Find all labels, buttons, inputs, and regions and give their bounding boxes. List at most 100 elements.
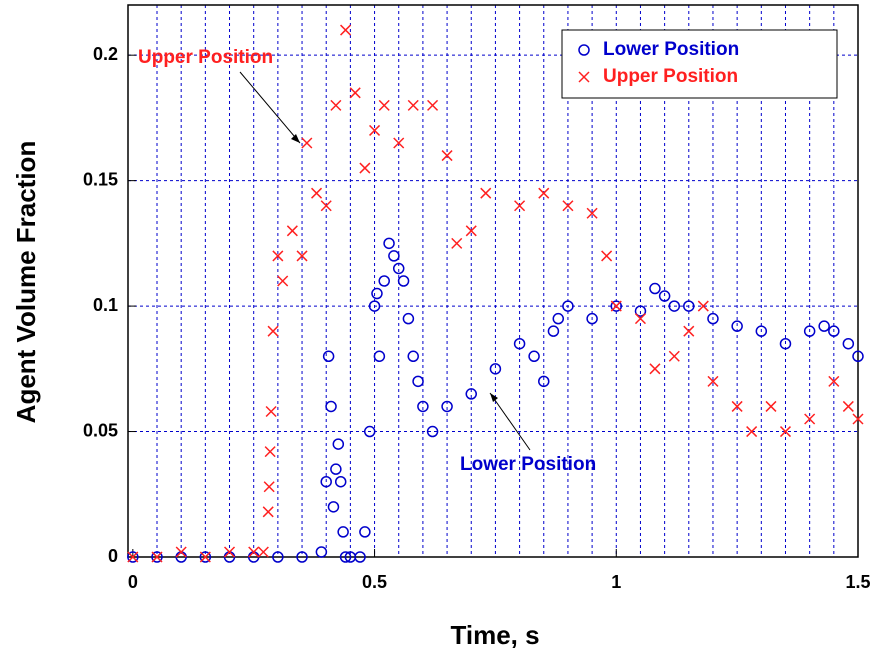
point: [223, 546, 236, 558]
point: [334, 475, 347, 488]
point: [354, 551, 366, 563]
point: [272, 551, 284, 563]
point: [248, 546, 260, 558]
point: [852, 350, 864, 363]
point: [683, 325, 695, 337]
annotation: Lower Position: [460, 454, 596, 475]
point: [296, 551, 308, 563]
point: [828, 325, 840, 337]
point: [325, 400, 337, 413]
point: [513, 337, 526, 350]
point: [378, 99, 390, 111]
point: [552, 312, 565, 325]
point: [301, 137, 313, 149]
point: [286, 225, 298, 237]
point: [562, 200, 574, 212]
point: [697, 300, 709, 312]
point: [267, 325, 279, 337]
arrow-head: [490, 393, 498, 402]
point: [412, 375, 424, 388]
point: [339, 551, 352, 563]
point: [842, 400, 854, 412]
point: [127, 551, 139, 563]
legend-marker: [578, 71, 590, 83]
point: [707, 312, 719, 325]
point: [199, 551, 212, 563]
legend-label: Lower Position: [603, 39, 739, 60]
point: [803, 325, 816, 337]
point: [731, 400, 743, 412]
point: [392, 262, 405, 275]
point: [407, 350, 419, 363]
point: [407, 99, 419, 111]
point: [634, 305, 647, 317]
point: [368, 300, 381, 312]
point: [277, 275, 289, 287]
point: [262, 506, 274, 518]
x-axis-label: Time, s: [450, 620, 539, 650]
point: [264, 446, 276, 458]
point: [296, 250, 308, 262]
series: [127, 24, 864, 563]
point: [427, 99, 439, 111]
y-tick-label: 0.15: [83, 169, 118, 189]
x-tick-label: 0.5: [362, 572, 387, 592]
annotation: Upper Position: [138, 47, 273, 68]
point: [480, 187, 492, 199]
point: [263, 481, 275, 493]
point: [330, 99, 342, 111]
point: [257, 546, 269, 558]
point: [586, 207, 598, 219]
point: [610, 300, 622, 312]
point: [199, 551, 211, 563]
arrow-head: [291, 134, 300, 143]
point: [649, 363, 661, 375]
point: [175, 546, 187, 558]
point: [330, 463, 342, 475]
point: [818, 320, 830, 332]
point: [441, 400, 453, 413]
point: [746, 426, 758, 438]
point: [151, 551, 163, 563]
point: [417, 400, 429, 413]
point: [349, 87, 361, 99]
point: [388, 250, 400, 262]
point: [402, 312, 415, 325]
point: [311, 187, 323, 199]
point: [327, 501, 340, 513]
point: [514, 200, 526, 212]
legend: Lower Position Upper Position: [561, 29, 838, 99]
point: [731, 320, 743, 332]
point: [451, 237, 463, 249]
plot-frame: [127, 4, 859, 558]
point: [151, 551, 163, 563]
point: [610, 300, 623, 312]
point: [465, 388, 477, 400]
legend-marker: [578, 44, 590, 56]
point: [383, 237, 395, 250]
point: [765, 400, 777, 412]
point: [320, 475, 332, 488]
point: [322, 350, 335, 363]
point: [828, 375, 840, 387]
point: [683, 300, 695, 312]
point: [397, 275, 410, 287]
annotation-arrow: [489, 392, 531, 451]
point: [489, 363, 502, 375]
y-axis-label: Agent Volume Fraction: [11, 141, 41, 424]
x-tick-label: 1.5: [845, 572, 870, 592]
point: [649, 282, 661, 295]
point: [127, 551, 139, 563]
annotation-arrow: [239, 71, 301, 144]
point: [373, 350, 386, 363]
point: [363, 425, 376, 438]
point: [779, 337, 792, 350]
point: [265, 405, 277, 418]
point: [779, 426, 792, 438]
point: [538, 375, 550, 388]
point: [668, 300, 681, 312]
legend-label: Upper Position: [603, 66, 738, 87]
point: [465, 225, 477, 237]
point: [371, 287, 383, 300]
